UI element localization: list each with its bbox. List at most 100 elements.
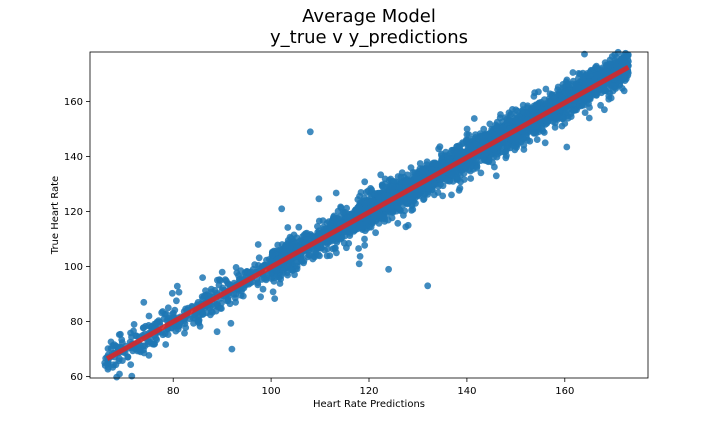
scatter-point	[314, 223, 321, 230]
scatter-point	[451, 168, 459, 175]
scatter-point	[181, 329, 188, 337]
scatter-point	[357, 189, 365, 196]
scatter-point	[401, 207, 409, 215]
scatter-point	[323, 219, 331, 227]
scatter-point	[531, 89, 539, 97]
scatter-point	[424, 191, 432, 198]
scatter-point	[208, 288, 215, 296]
scatter-point	[215, 281, 223, 289]
x-tick-label: 160	[555, 386, 574, 397]
scatter-point	[438, 152, 445, 160]
scatter-point	[464, 148, 472, 155]
x-tick-label: 140	[457, 386, 476, 397]
scatter-point	[382, 183, 390, 191]
scatter-point	[601, 106, 608, 114]
scatter-point	[284, 224, 292, 231]
scatter-point	[315, 195, 323, 203]
scatter-point	[150, 341, 158, 348]
scatter-point	[394, 219, 402, 227]
scatter-point	[415, 192, 423, 200]
scatter-point	[404, 221, 412, 229]
scatter-point	[305, 251, 313, 259]
scatter-point	[581, 109, 589, 116]
scatter-point	[432, 160, 440, 168]
scatter-point	[130, 321, 138, 328]
scatter-point	[605, 92, 613, 100]
scatter-point	[132, 332, 140, 340]
scatter-point	[306, 128, 314, 136]
scatter-point	[356, 253, 364, 260]
scatter-point	[519, 134, 527, 142]
scatter-point	[470, 115, 478, 122]
scatter-point	[140, 324, 148, 332]
scatter-point	[551, 124, 559, 131]
scatter-point	[484, 131, 491, 139]
scatter-point	[362, 205, 369, 212]
scatter-point	[372, 229, 379, 237]
scatter-point	[377, 171, 385, 179]
scatter-point	[600, 70, 607, 77]
y-tick-label: 160	[64, 97, 83, 108]
scatter-point	[160, 315, 168, 323]
scatter-point	[162, 341, 170, 348]
scatter-point	[298, 258, 306, 265]
scatter-point	[486, 120, 494, 128]
scatter-point	[469, 135, 477, 143]
scatter-point	[117, 330, 124, 338]
scatter-point	[172, 327, 180, 335]
scatter-point	[542, 100, 549, 107]
scatter-point	[573, 106, 580, 114]
scatter-point	[274, 241, 282, 249]
scatter-point	[457, 178, 464, 186]
scatter-point	[485, 157, 493, 165]
scatter-point	[104, 345, 112, 352]
scatter-point	[269, 252, 276, 259]
scatter-point	[491, 131, 498, 139]
scatter-point	[528, 123, 536, 131]
scatter-point	[539, 127, 547, 135]
scatter-point	[620, 73, 628, 81]
scatter-point	[314, 251, 322, 259]
scatter-point	[552, 98, 559, 106]
scatter-point	[453, 143, 461, 151]
scatter-point	[269, 288, 277, 296]
scatter-point	[326, 252, 334, 259]
regression-line	[105, 64, 630, 361]
scatter-point	[463, 131, 471, 138]
scatter-point	[127, 361, 135, 368]
scatter-point	[520, 146, 528, 153]
scatter-point	[439, 192, 447, 200]
scatter-point	[389, 183, 397, 191]
scatter-point	[181, 320, 189, 327]
y-tick-label: 120	[64, 207, 83, 218]
scatter-point	[355, 245, 362, 252]
scatter-point	[224, 280, 232, 287]
scatter-point	[605, 61, 613, 69]
scatter-point	[554, 83, 562, 91]
scatter-point	[281, 248, 288, 255]
scatter-point	[396, 184, 404, 191]
scatter-point	[173, 297, 180, 305]
y-tick-label: 60	[70, 372, 83, 383]
scatter-point	[434, 189, 442, 196]
scatter-point	[381, 217, 389, 225]
x-tick-label: 80	[167, 386, 180, 397]
scatter-point	[473, 164, 481, 172]
y-tick-label: 100	[64, 262, 83, 273]
scatter-point	[419, 167, 427, 175]
scatter-point	[390, 177, 397, 185]
scatter-point	[168, 289, 176, 297]
scatter-point	[624, 52, 632, 59]
scatter-point	[145, 322, 153, 329]
scatter-point	[271, 295, 279, 302]
scatter-point	[140, 298, 148, 306]
scatter-point	[386, 203, 394, 211]
scatter-point	[155, 317, 163, 325]
scatter-point	[463, 125, 471, 133]
chart-title-line-1: Average Model	[302, 6, 436, 27]
scatter-point	[129, 347, 137, 355]
scatter-point	[158, 309, 166, 317]
scatter-point	[137, 345, 145, 352]
scatter-point	[128, 372, 136, 380]
scatter-point	[288, 234, 295, 242]
